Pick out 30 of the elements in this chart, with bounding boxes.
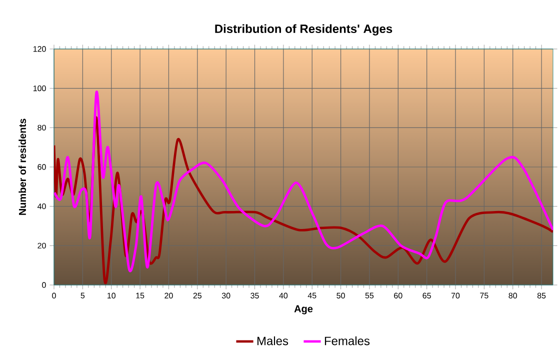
x-tick-label: 85 [537, 292, 546, 298]
x-tick-label: 0 [52, 292, 56, 298]
x-tick-label: 5 [80, 292, 85, 298]
x-tick-label: 25 [193, 292, 202, 298]
x-tick-label: 10 [108, 292, 116, 298]
y-tick-label: 80 [38, 124, 46, 130]
y-tick-label: 100 [33, 85, 46, 92]
y-axis-title: Number of residents [18, 118, 26, 215]
x-tick-label: 70 [451, 292, 460, 298]
x-tick-label: 60 [394, 292, 402, 298]
x-tick-label: 20 [164, 292, 173, 298]
x-tick-label: 50 [336, 292, 345, 298]
x-tick-label: 35 [250, 292, 259, 298]
y-tick-label: 60 [38, 164, 46, 170]
y-tick-label: 120 [33, 46, 46, 52]
x-tick-label: 40 [279, 292, 288, 298]
x-tick-label: 65 [422, 292, 431, 298]
y-tick-label: 40 [37, 203, 46, 210]
x-tick-label: 75 [480, 292, 488, 298]
x-tick-label: 30 [222, 292, 230, 298]
legend-label: Females [324, 336, 370, 346]
x-axis-title: Age [294, 305, 313, 314]
chart-title: Distribution of Residents' Ages [215, 24, 392, 36]
legend-label: Males [257, 336, 288, 346]
x-tick-label: 55 [365, 292, 374, 298]
x-tick-label: 80 [508, 292, 517, 298]
y-tick-label: 0 [42, 282, 46, 288]
x-tick-label: 15 [136, 292, 144, 298]
x-tick-label: 45 [308, 292, 316, 298]
y-tick-label: 20 [38, 242, 46, 248]
